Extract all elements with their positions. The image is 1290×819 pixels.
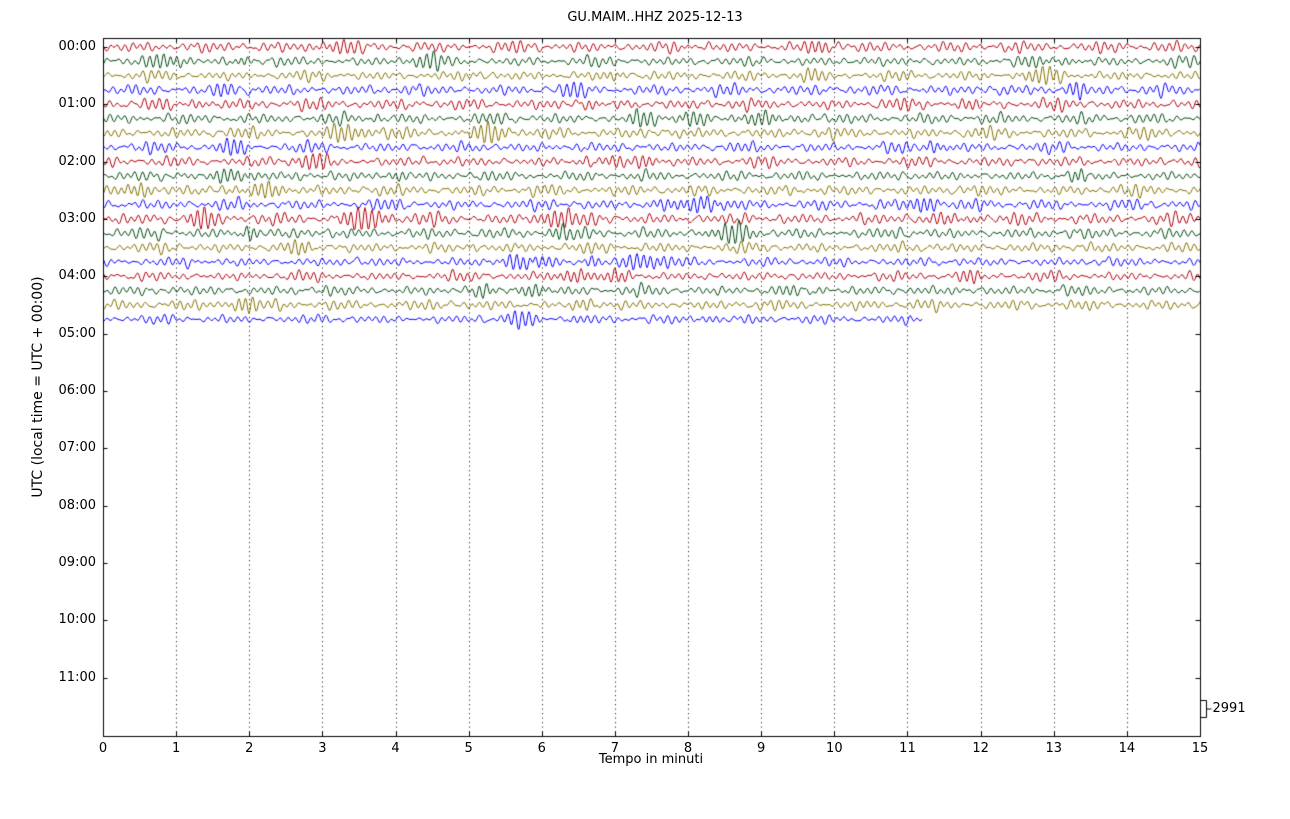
x-tick-label: 12 — [972, 741, 989, 756]
x-tick-label: 7 — [610, 741, 620, 756]
y-tick-label: 10:00 — [58, 612, 96, 628]
y-tick-label: 00:00 — [58, 39, 96, 54]
y-tick-label: 07:00 — [58, 440, 96, 456]
y-tick-label: 06:00 — [58, 382, 96, 398]
y-tick-label: 02:00 — [58, 153, 96, 169]
x-tick-label: 9 — [757, 741, 766, 756]
y-tick-label: 01:00 — [58, 96, 96, 112]
x-tick-label: 14 — [1118, 741, 1136, 756]
x-tick-label: 1 — [171, 741, 181, 756]
amplitude-scale-label: 2991 — [1212, 701, 1246, 716]
x-tick-label: 4 — [391, 741, 400, 756]
x-tick-label: 8 — [683, 741, 693, 756]
y-tick-label: 05:00 — [58, 325, 96, 341]
x-tick-label: 3 — [318, 741, 327, 756]
x-tick-label: 2 — [245, 741, 254, 756]
x-tick-label: 11 — [899, 741, 916, 756]
x-tick-label: 0 — [98, 741, 108, 756]
x-tick-label: 13 — [1045, 741, 1062, 756]
y-tick-label: 11:00 — [58, 669, 96, 685]
y-tick-label: 08:00 — [58, 497, 96, 513]
x-tick-label: 10 — [826, 741, 843, 756]
y-tick-label: 09:00 — [58, 554, 96, 570]
y-tick-label: 04:00 — [58, 268, 96, 284]
x-tick-label: 15 — [1191, 741, 1209, 756]
x-tick-label: 5 — [464, 741, 473, 756]
x-tick-label: 6 — [537, 741, 546, 756]
y-tick-label: 03:00 — [58, 210, 96, 226]
x-axis-label: Tempo in minuti — [598, 752, 704, 767]
